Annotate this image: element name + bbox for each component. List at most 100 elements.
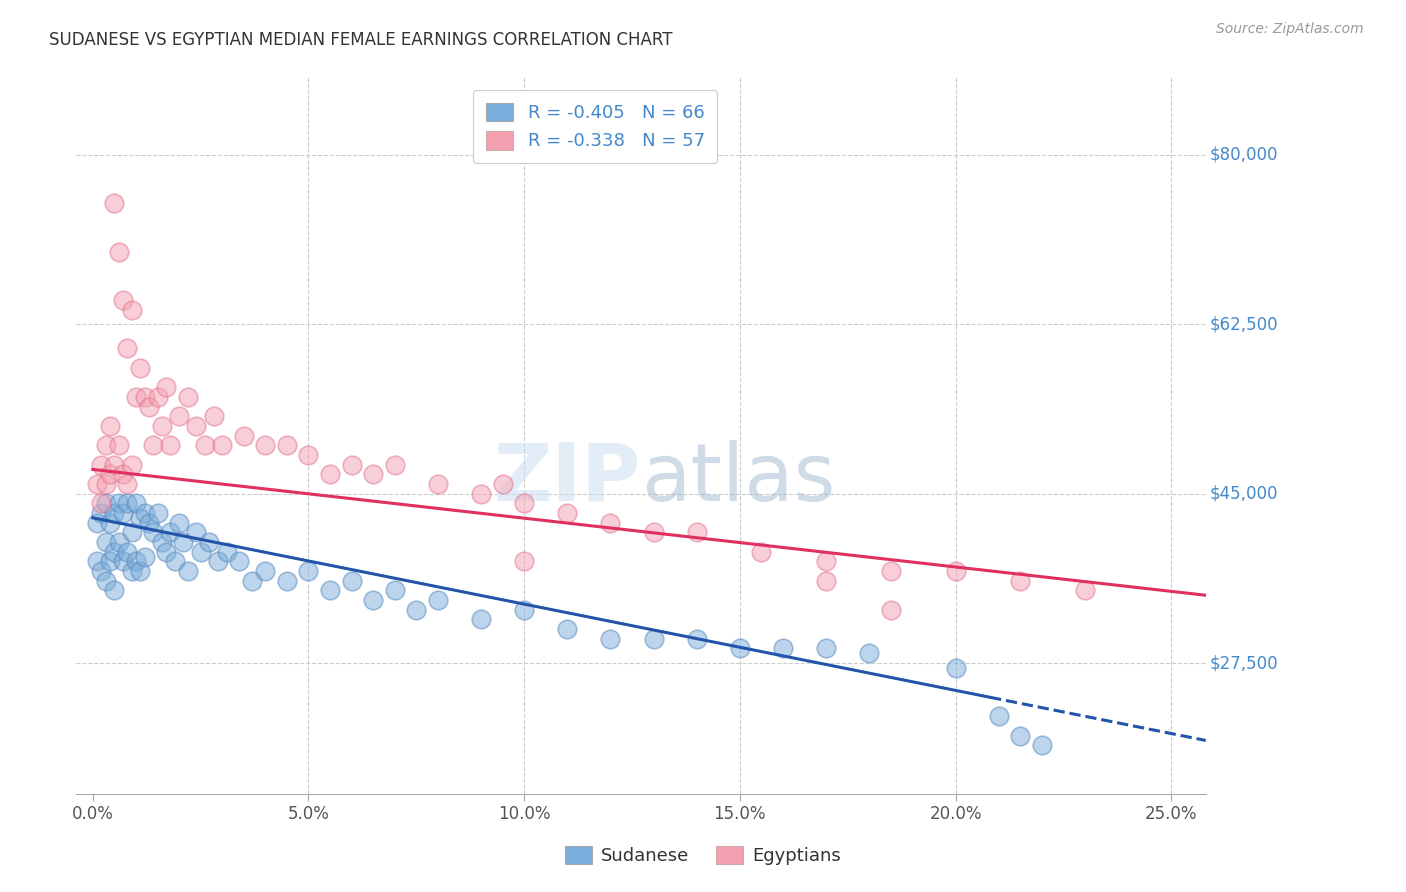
Point: [125, 496, 148, 510]
Point: [129, 511, 152, 525]
Point: [146, 506, 169, 520]
Point: [340, 458, 363, 472]
Text: SUDANESE VS EGYPTIAN MEDIAN FEMALE EARNINGS CORRELATION CHART: SUDANESE VS EGYPTIAN MEDIAN FEMALE EARNI…: [49, 31, 672, 49]
Point: [276, 438, 298, 452]
Point: [125, 390, 148, 404]
Text: $62,500: $62,500: [1211, 315, 1278, 334]
Point: [319, 467, 342, 482]
Point: [107, 438, 129, 452]
Point: [117, 545, 139, 559]
Point: [176, 564, 198, 578]
Point: [555, 622, 578, 636]
Point: [686, 632, 709, 646]
Point: [186, 525, 208, 540]
Point: [1074, 583, 1097, 598]
Point: [772, 641, 794, 656]
Point: [815, 574, 838, 588]
Point: [643, 525, 665, 540]
Point: [107, 496, 129, 510]
Point: [491, 477, 513, 491]
Point: [107, 244, 129, 259]
Point: [142, 438, 165, 452]
Point: [470, 486, 492, 500]
Point: [150, 418, 173, 433]
Point: [94, 477, 117, 491]
Point: [129, 564, 152, 578]
Point: [276, 574, 298, 588]
Point: [405, 603, 427, 617]
Point: [426, 593, 449, 607]
Point: [107, 535, 129, 549]
Point: [1031, 739, 1053, 753]
Point: [98, 418, 121, 433]
Point: [599, 632, 621, 646]
Point: [340, 574, 363, 588]
Point: [1010, 574, 1032, 588]
Point: [172, 535, 194, 549]
Point: [361, 593, 384, 607]
Point: [384, 458, 406, 472]
Point: [167, 516, 190, 530]
Point: [751, 545, 773, 559]
Point: [86, 477, 108, 491]
Point: [94, 535, 117, 549]
Point: [98, 467, 121, 482]
Point: [103, 506, 125, 520]
Point: [111, 554, 134, 568]
Point: [211, 438, 233, 452]
Text: $27,500: $27,500: [1211, 654, 1278, 672]
Legend: Sudanese, Egyptians: Sudanese, Egyptians: [558, 838, 848, 872]
Point: [117, 342, 139, 356]
Point: [86, 554, 108, 568]
Point: [987, 709, 1010, 723]
Point: [194, 438, 217, 452]
Point: [90, 506, 112, 520]
Point: [94, 574, 117, 588]
Point: [186, 418, 208, 433]
Point: [103, 458, 125, 472]
Point: [728, 641, 751, 656]
Text: $45,000: $45,000: [1211, 484, 1278, 502]
Point: [111, 293, 134, 307]
Point: [426, 477, 449, 491]
Point: [945, 564, 967, 578]
Point: [228, 554, 250, 568]
Point: [297, 564, 319, 578]
Point: [297, 448, 319, 462]
Point: [134, 549, 156, 564]
Point: [117, 477, 139, 491]
Point: [155, 380, 177, 394]
Legend: R = -0.405   N = 66, R = -0.338   N = 57: R = -0.405 N = 66, R = -0.338 N = 57: [474, 90, 717, 163]
Point: [555, 506, 578, 520]
Point: [111, 506, 134, 520]
Point: [150, 535, 173, 549]
Point: [146, 390, 169, 404]
Point: [121, 525, 143, 540]
Point: [319, 583, 342, 598]
Point: [1010, 729, 1032, 743]
Point: [121, 564, 143, 578]
Point: [513, 496, 536, 510]
Point: [254, 564, 277, 578]
Point: [90, 458, 112, 472]
Point: [815, 554, 838, 568]
Point: [121, 302, 143, 317]
Point: [643, 632, 665, 646]
Point: [880, 564, 903, 578]
Point: [117, 496, 139, 510]
Point: [945, 661, 967, 675]
Text: atlas: atlas: [641, 440, 835, 517]
Point: [513, 554, 536, 568]
Point: [198, 535, 221, 549]
Point: [815, 641, 838, 656]
Point: [98, 554, 121, 568]
Point: [94, 496, 117, 510]
Point: [232, 428, 254, 442]
Point: [138, 400, 160, 414]
Point: [103, 196, 125, 211]
Point: [134, 506, 156, 520]
Point: [858, 646, 880, 660]
Point: [138, 516, 160, 530]
Point: [155, 545, 177, 559]
Point: [159, 438, 181, 452]
